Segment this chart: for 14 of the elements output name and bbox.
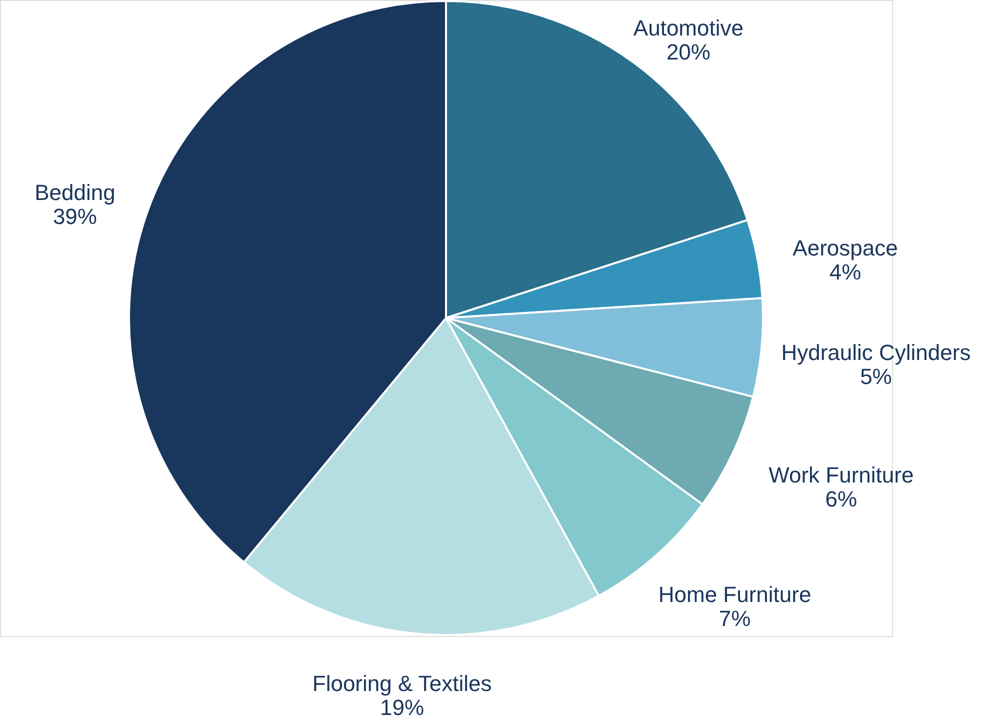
slice-label: Hydraulic Cylinders (781, 340, 971, 365)
data-label: 19% (380, 695, 424, 717)
data-label: 7% (718, 606, 751, 632)
data-label: 6% (825, 486, 858, 512)
slice-label: Aerospace (792, 236, 898, 261)
slice-label: Bedding (34, 180, 116, 205)
data-label: 20% (666, 40, 710, 65)
data-label: 39% (52, 204, 97, 229)
data-label: 4% (829, 260, 862, 285)
data-label: 5% (860, 364, 892, 389)
slice-label: Work Furniture (768, 462, 914, 488)
slice-label: Automotive (633, 16, 744, 41)
slice-label: Home Furniture (658, 582, 812, 608)
slice-label: Flooring & Textiles (312, 671, 492, 696)
